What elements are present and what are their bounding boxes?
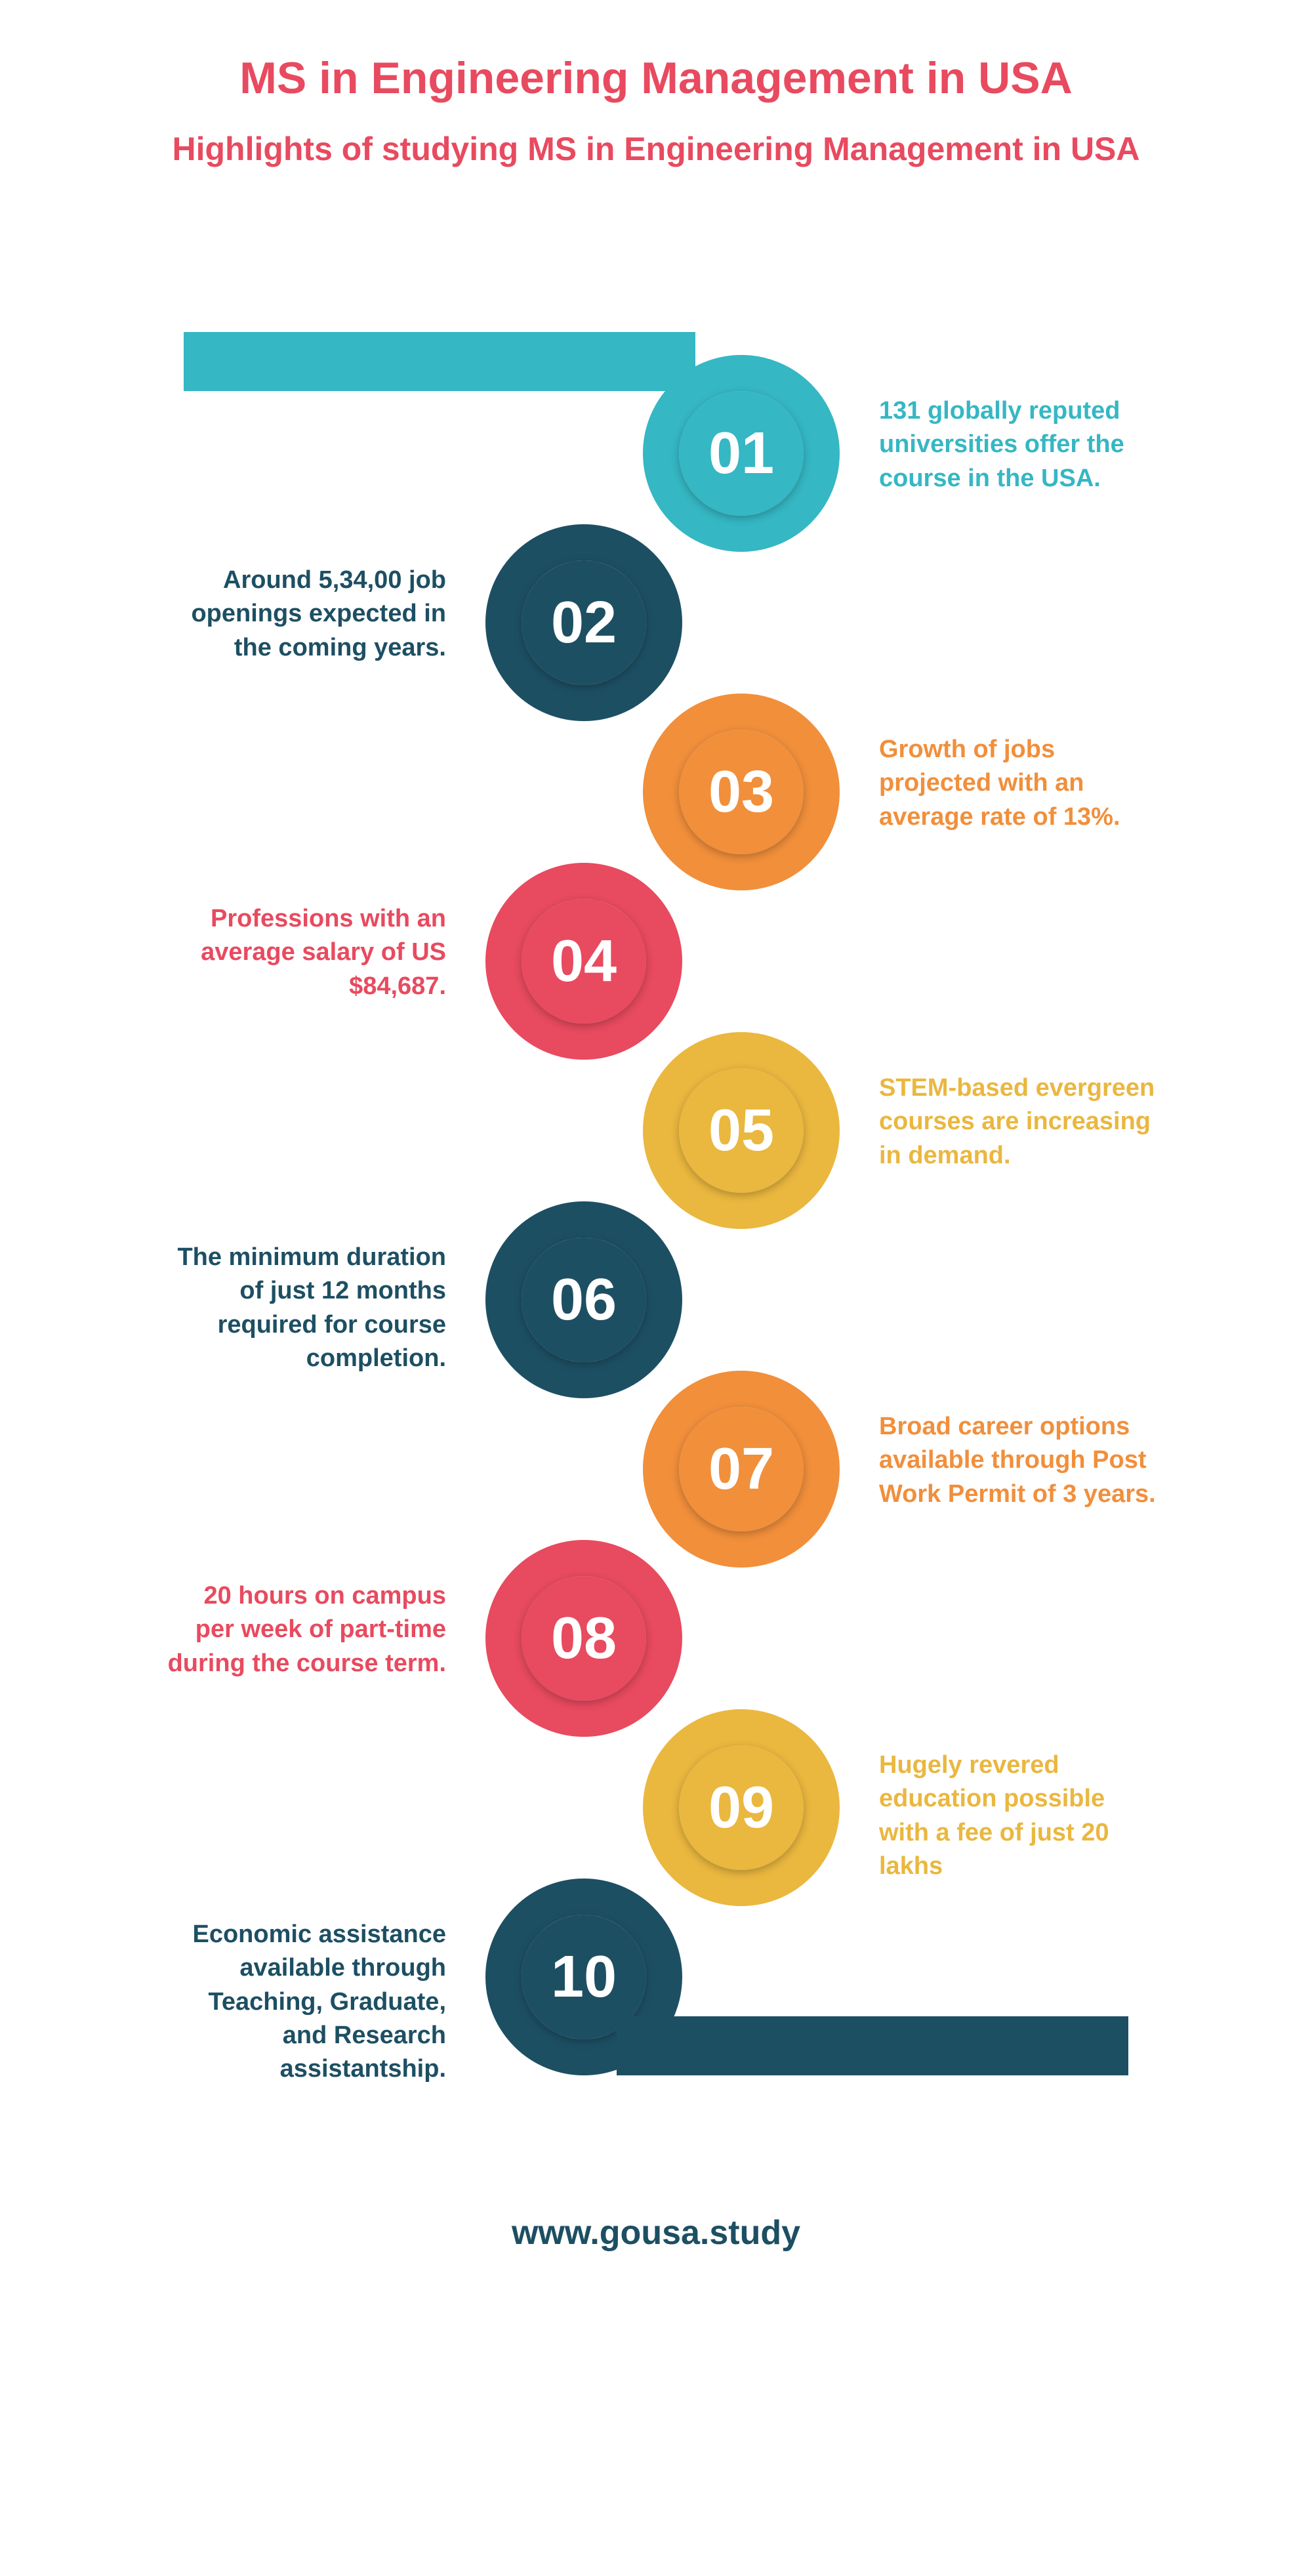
number-label: 02 [551,589,617,657]
circle-02: 02 [522,560,646,685]
number-label: 10 [551,1943,617,2011]
flow-text-03: Growth of jobs projected with an average… [879,733,1161,834]
page-subtitle: Highlights of studying MS in Engineering… [66,130,1246,168]
flow-node-03: 03 [643,694,840,890]
circle-03: 03 [679,730,804,854]
flow-node-01: 01 [643,355,840,552]
number-label: 05 [708,1097,774,1165]
flow-text-01: 131 globally reputed universities offer … [879,394,1161,495]
page-title: MS in Engineering Management in USA [66,52,1246,104]
circle-05: 05 [679,1068,804,1193]
flow-text-07: Broad career options available through P… [879,1410,1161,1511]
flow-node-09: 09 [643,1709,840,1906]
flow-text-06: The minimum duration of just 12 months r… [164,1241,446,1375]
flow-node-02: 02 [485,524,682,721]
flow-node-04: 04 [485,863,682,1060]
number-label: 01 [708,420,774,488]
flow-text-05: STEM-based evergreen courses are increas… [879,1071,1161,1173]
number-label: 07 [708,1436,774,1503]
flow-node-07: 07 [643,1371,840,1568]
flow-text-09: Hugely revered education possible with a… [879,1749,1161,1883]
flow-text-02: Around 5,34,00 job openings expected in … [164,564,446,665]
entry-bar [184,332,695,391]
exit-bar [617,2016,1128,2075]
flow-diagram: 01 131 globally reputed universities offe… [66,332,1246,2134]
flow-node-06: 06 [485,1201,682,1398]
number-label: 06 [551,1266,617,1334]
flow-text-08: 20 hours on campus per week of part-time… [164,1579,446,1680]
number-label: 04 [551,928,617,995]
circle-04: 04 [522,899,646,1024]
circle-09: 09 [679,1745,804,1870]
flow-text-04: Professions with an average salary of US… [164,902,446,1003]
flow-text-10: Economic assistance available through Te… [164,1918,446,2086]
circle-08: 08 [522,1576,646,1701]
circle-01: 01 [679,391,804,516]
number-label: 09 [708,1774,774,1842]
flow-node-05: 05 [643,1032,840,1229]
flow-node-08: 08 [485,1540,682,1737]
number-label: 03 [708,758,774,826]
circle-06: 06 [522,1237,646,1362]
footer-url: www.gousa.study [66,2213,1246,2253]
number-label: 08 [551,1605,617,1672]
circle-07: 07 [679,1407,804,1531]
